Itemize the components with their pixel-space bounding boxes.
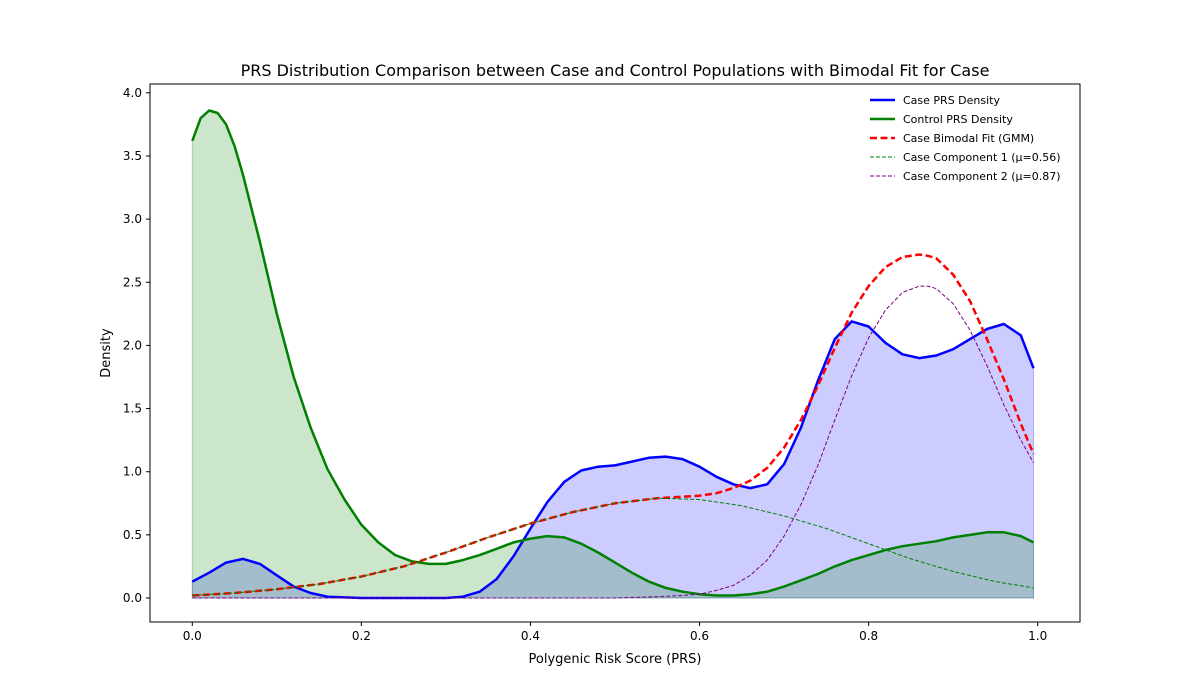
legend-label: Case PRS Density (903, 94, 1000, 107)
axis-ticks: 0.0 0.2 0.4 0.6 0.8 1.0 0.0 0.5 1.0 1.5 2.0 2.5 3.0 3… (123, 86, 1047, 643)
y-tick-label: 4.0 (123, 86, 142, 100)
chart-title: PRS Distribution Comparison between Case… (241, 61, 990, 80)
y-tick-label: 0.5 (123, 528, 142, 542)
legend-label: Case Bimodal Fit (GMM) (903, 132, 1034, 145)
y-tick-label: 1.0 (123, 465, 142, 479)
x-tick-label: 1.0 (1028, 629, 1047, 643)
x-tick-label: 0.6 (690, 629, 709, 643)
plot-area (191, 109, 1035, 600)
x-tick-label: 0.2 (352, 629, 371, 643)
legend: Case PRS Density Control PRS Density Case … (870, 94, 1061, 183)
y-axis-title: Density (99, 328, 114, 378)
control-prs-density-line (191, 109, 1035, 597)
y-tick-label: 3.0 (123, 212, 142, 226)
legend-label: Control PRS Density (903, 113, 1013, 126)
axes-frame (149, 83, 1081, 623)
x-tick-label: 0.8 (859, 629, 878, 643)
y-tick-label: 3.5 (123, 149, 142, 163)
legend-label: Case Component 2 (μ=0.87) (903, 170, 1061, 183)
legend-label: Case Component 1 (μ=0.56) (903, 151, 1061, 164)
x-tick-label: 0.4 (521, 629, 540, 643)
case-component-1-0-56-line (192, 497, 1034, 596)
y-tick-label: 1.5 (123, 402, 142, 416)
case-component-2-0-87-line (192, 285, 1034, 599)
y-tick-label: 2.5 (123, 275, 142, 289)
y-tick-label: 2.0 (123, 338, 142, 352)
x-axis-title: Polygenic Risk Score (PRS) (529, 652, 702, 667)
case-prs-density-line (191, 320, 1035, 600)
x-tick-label: 0.0 (183, 629, 202, 643)
y-tick-label: 0.0 (123, 591, 142, 605)
